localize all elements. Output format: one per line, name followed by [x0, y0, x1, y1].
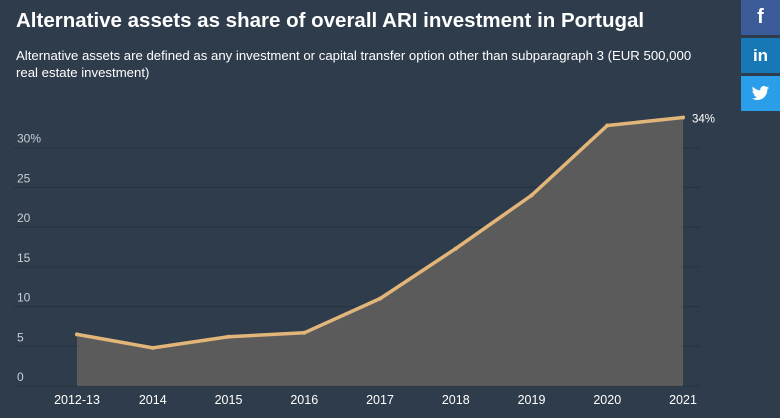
y-tick-label: 20: [17, 211, 31, 225]
data-point-2014[interactable]: [150, 345, 155, 350]
x-tick-label: 2020: [593, 393, 621, 407]
x-tick-label: 2015: [215, 393, 243, 407]
data-point-2016[interactable]: [302, 330, 307, 335]
data-point-2020[interactable]: [605, 123, 610, 128]
facebook-share-button[interactable]: f: [741, 0, 780, 35]
x-tick-label: 2018: [442, 393, 470, 407]
y-tick-label: 25: [17, 171, 31, 185]
y-tick-label: 10: [17, 291, 31, 305]
chart-subtitle: Alternative assets are defined as any in…: [16, 48, 692, 80]
x-tick-label: 2014: [139, 393, 167, 407]
x-tick-label: 2017: [366, 393, 394, 407]
linkedin-icon: in: [752, 45, 769, 65]
x-tick-label: 2016: [290, 393, 318, 407]
y-tick-label: 15: [17, 251, 31, 265]
data-point-2019[interactable]: [529, 193, 534, 198]
y-tick-label: 5: [17, 330, 24, 344]
y-tick-label: 30%: [17, 132, 41, 146]
y-tick-label: 0: [17, 370, 24, 384]
twitter-icon: [751, 85, 770, 100]
twitter-share-button[interactable]: [741, 76, 780, 111]
data-point-2012-13[interactable]: [75, 332, 79, 337]
data-label-2021: 34%: [692, 114, 715, 126]
chart-title: Alternative assets as share of overall A…: [16, 9, 645, 32]
linkedin-share-button[interactable]: in: [741, 38, 780, 73]
x-tick-label: 2012-13: [54, 393, 100, 407]
area-fill: [77, 117, 683, 386]
data-point-2017[interactable]: [378, 296, 382, 301]
x-tick-label: 2021: [669, 393, 697, 407]
data-point-2021[interactable]: [681, 115, 685, 120]
facebook-icon: f: [757, 6, 764, 28]
data-point-2015[interactable]: [226, 334, 231, 339]
x-tick-label: 2019: [518, 393, 546, 407]
data-point-2018[interactable]: [453, 246, 458, 251]
